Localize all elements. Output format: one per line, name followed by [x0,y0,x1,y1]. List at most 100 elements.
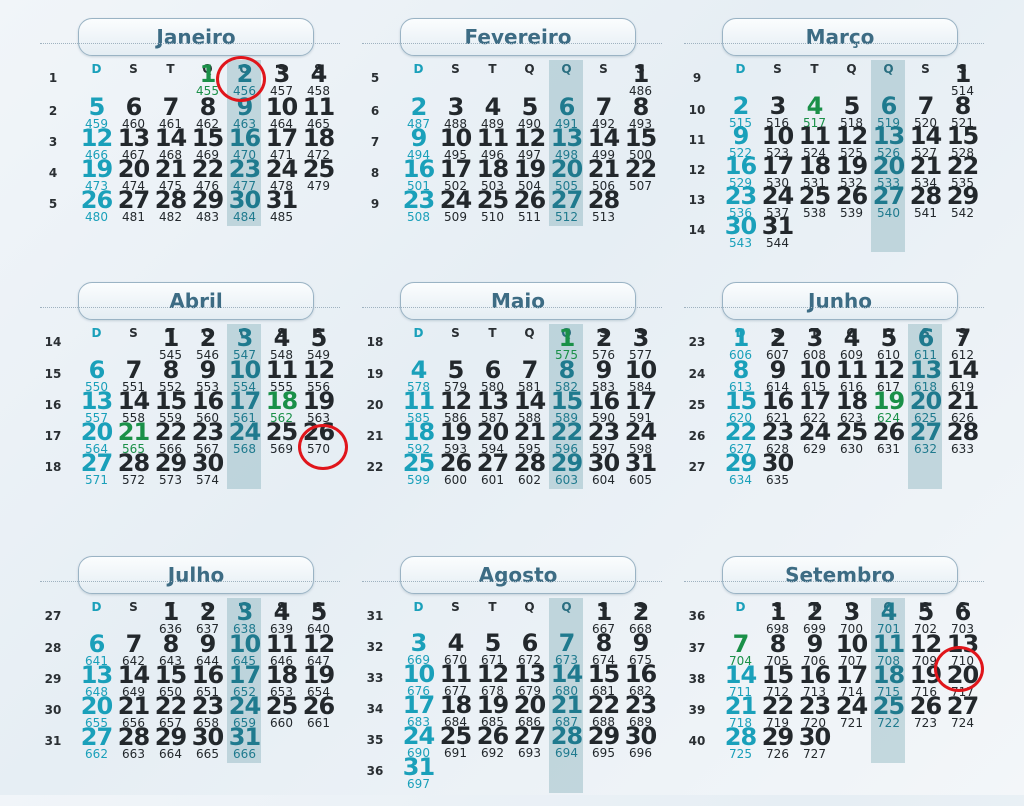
day-cell-12[interactable]: 12 [872,356,905,384]
day-cell-9[interactable]: 9 [410,124,428,152]
day-cell-12[interactable]: 12 [835,122,868,150]
day-cell-22[interactable]: 22 [154,692,187,720]
day-cell-13[interactable]: 13 [476,387,509,415]
day-cell-18[interactable]: 18 [835,387,868,415]
day-cell-21[interactable]: 21 [724,692,757,720]
day-cell-23[interactable]: 23 [191,692,224,720]
day-cell-2[interactable]: 2 [199,324,217,352]
day-cell-30[interactable]: 30 [191,449,224,477]
day-cell-4[interactable]: 4 [484,93,502,121]
day-cell-29[interactable]: 29 [550,449,583,477]
day-cell-28[interactable]: 28 [117,723,150,751]
day-cell-31[interactable]: 31 [228,723,261,751]
day-cell-21[interactable]: 21 [946,387,979,415]
day-cell-7[interactable]: 7 [125,630,143,658]
day-cell-25[interactable]: 25 [476,186,509,214]
day-cell-20[interactable]: 20 [909,387,942,415]
day-cell-28[interactable]: 28 [587,186,620,214]
day-cell-23[interactable]: 23 [191,418,224,446]
day-cell-13[interactable]: 13 [550,124,583,152]
day-cell-26[interactable]: 26 [302,692,335,720]
day-cell-21[interactable]: 21 [154,155,187,183]
day-cell-27[interactable]: 27 [476,449,509,477]
day-cell-24[interactable]: 24 [439,186,472,214]
day-cell-21[interactable]: 21 [513,418,546,446]
day-cell-4[interactable]: 4 [273,598,291,626]
day-cell-30[interactable]: 30 [761,449,794,477]
day-cell-4[interactable]: 4 [273,324,291,352]
day-cell-5[interactable]: 5 [880,324,898,352]
day-cell-23[interactable]: 23 [587,418,620,446]
day-cell-22[interactable]: 22 [154,418,187,446]
day-cell-25[interactable]: 25 [265,418,298,446]
day-cell-9[interactable]: 9 [632,629,650,657]
day-cell-15[interactable]: 15 [191,124,224,152]
day-cell-28[interactable]: 28 [946,418,979,446]
day-cell-27[interactable]: 27 [80,449,113,477]
day-cell-26[interactable]: 26 [872,418,905,446]
day-cell-2[interactable]: 2 [595,324,613,352]
day-cell-4[interactable]: 4 [806,92,824,120]
day-cell-25[interactable]: 25 [402,449,435,477]
day-cell-15[interactable]: 15 [154,387,187,415]
day-cell-14[interactable]: 14 [724,661,757,689]
day-cell-1[interactable]: 1 [732,324,750,352]
day-cell-10[interactable]: 10 [265,93,298,121]
day-cell-17[interactable]: 17 [798,387,831,415]
day-cell-8[interactable]: 8 [732,356,750,384]
day-cell-4[interactable]: 4 [880,598,898,626]
day-cell-1[interactable]: 1 [632,60,650,88]
day-cell-2[interactable]: 2 [199,598,217,626]
day-cell-21[interactable]: 21 [550,691,583,719]
day-cell-11[interactable]: 11 [835,356,868,384]
day-cell-9[interactable]: 9 [732,122,750,150]
day-cell-19[interactable]: 19 [439,418,472,446]
day-cell-22[interactable]: 22 [550,418,583,446]
day-cell-30[interactable]: 30 [587,449,620,477]
day-cell-18[interactable]: 18 [402,418,435,446]
day-cell-6[interactable]: 6 [88,356,106,384]
day-cell-28[interactable]: 28 [117,449,150,477]
day-cell-29[interactable]: 29 [154,723,187,751]
day-cell-18[interactable]: 18 [265,661,298,689]
day-cell-24[interactable]: 24 [402,722,435,750]
day-cell-18[interactable]: 18 [302,124,335,152]
day-cell-17[interactable]: 17 [228,661,261,689]
day-cell-26[interactable]: 26 [476,722,509,750]
day-cell-24[interactable]: 24 [265,155,298,183]
day-cell-12[interactable]: 12 [513,124,546,152]
day-cell-5[interactable]: 5 [521,93,539,121]
day-cell-16[interactable]: 16 [191,661,224,689]
day-cell-30[interactable]: 30 [191,723,224,751]
day-cell-2[interactable]: 2 [410,93,428,121]
day-cell-7[interactable]: 7 [595,93,613,121]
day-cell-10[interactable]: 10 [798,356,831,384]
day-cell-10[interactable]: 10 [624,356,657,384]
day-cell-24[interactable]: 24 [835,692,868,720]
day-cell-12[interactable]: 12 [302,356,335,384]
day-cell-9[interactable]: 9 [595,356,613,384]
day-cell-11[interactable]: 11 [439,660,472,688]
day-cell-19[interactable]: 19 [513,155,546,183]
day-cell-18[interactable]: 18 [439,691,472,719]
day-cell-23[interactable]: 23 [228,155,261,183]
day-cell-12[interactable]: 12 [439,387,472,415]
day-cell-11[interactable]: 11 [872,630,905,658]
day-cell-21[interactable]: 21 [117,418,150,446]
day-cell-19[interactable]: 19 [80,155,113,183]
day-cell-8[interactable]: 8 [558,356,576,384]
day-cell-1[interactable]: 1 [162,324,180,352]
day-cell-17[interactable]: 17 [835,661,868,689]
day-cell-25[interactable]: 25 [835,418,868,446]
day-cell-4[interactable]: 4 [310,60,328,88]
day-cell-7[interactable]: 7 [162,93,180,121]
day-cell-8[interactable]: 8 [199,93,217,121]
day-cell-11[interactable]: 11 [798,122,831,150]
day-cell-17[interactable]: 17 [761,152,794,180]
day-cell-3[interactable]: 3 [236,324,254,352]
day-cell-27[interactable]: 27 [80,723,113,751]
day-cell-16[interactable]: 16 [191,387,224,415]
day-cell-23[interactable]: 23 [761,418,794,446]
day-cell-31[interactable]: 31 [761,212,794,240]
day-cell-6[interactable]: 6 [880,92,898,120]
